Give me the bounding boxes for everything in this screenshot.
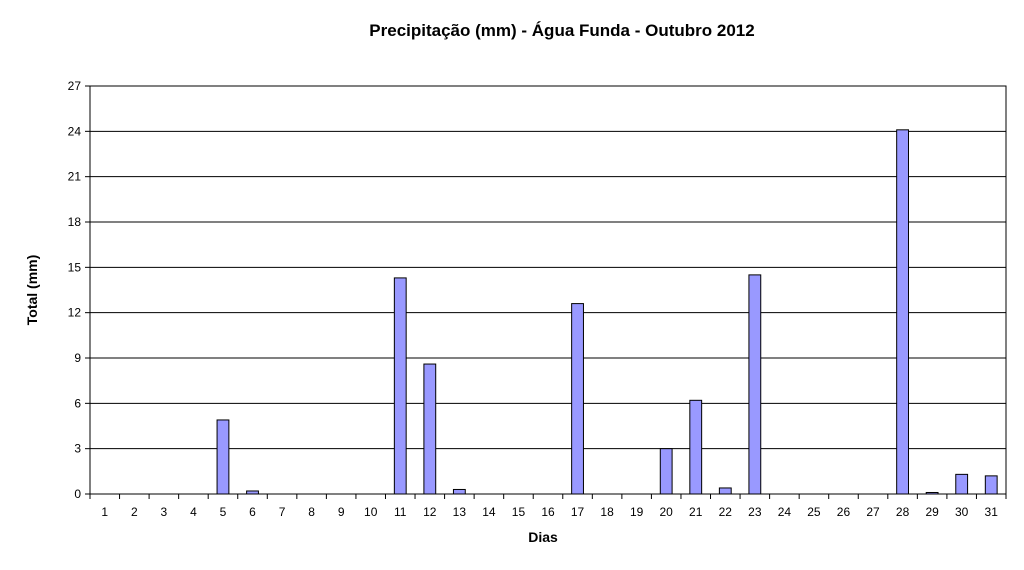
bar-day-28 (896, 129, 909, 495)
bars (216, 129, 998, 495)
x-tick-label: 31 (985, 505, 999, 519)
bar-day-17 (571, 303, 584, 495)
x-tick-label: 26 (837, 505, 851, 519)
gridlines (90, 85, 1006, 450)
bar-day-13 (452, 488, 466, 495)
x-tick-label: 24 (778, 505, 792, 519)
x-tick-label: 22 (719, 505, 733, 519)
x-tick-label: 17 (571, 505, 585, 519)
y-tick-label: 27 (68, 79, 82, 93)
bar-day-11 (393, 277, 407, 495)
bar-day-12 (423, 363, 437, 495)
y-tick-label: 0 (74, 487, 81, 501)
x-tick-label: 10 (364, 505, 378, 519)
x-axis-label: Dias (528, 529, 558, 545)
y-tick-label: 9 (74, 351, 81, 365)
x-tick-label: 3 (161, 505, 168, 519)
bar-day-21 (689, 399, 703, 495)
x-tick-label: 11 (394, 505, 407, 519)
x-tick-label: 1 (101, 505, 108, 519)
bar-day-22 (718, 487, 732, 495)
y-tick-label: 18 (68, 215, 82, 229)
x-tick-label: 30 (955, 505, 969, 519)
x-tick-label: 4 (190, 505, 197, 519)
y-axis-label: Total (mm) (24, 255, 40, 326)
bar-day-30 (955, 473, 969, 495)
x-tick-label: 27 (866, 505, 880, 519)
y-tick-label: 15 (68, 260, 82, 274)
x-tick-label: 18 (600, 505, 614, 519)
x-tick-label: 29 (925, 505, 939, 519)
x-tick-label: 14 (482, 505, 496, 519)
x-tick-label: 12 (423, 505, 437, 519)
x-tick-label: 13 (453, 505, 467, 519)
y-tick-labels: 0 3 6 9 12 15 18 21 24 27 (68, 79, 82, 501)
x-tick-label: 25 (807, 505, 821, 519)
x-tick-label: 9 (338, 505, 345, 519)
x-tick-label: 21 (689, 505, 703, 519)
y-tick-label: 21 (68, 170, 82, 184)
x-tick-label: 20 (660, 505, 674, 519)
x-tick-label: 8 (308, 505, 315, 519)
x-tick-labels: 1 2 3 4 5 6 7 8 9 10 11 12 13 14 15 16 17 18 19 20 21 22 23 24 2… (101, 505, 998, 519)
x-tick-label: 5 (220, 505, 227, 519)
y-tick-label: 24 (68, 124, 82, 138)
bar-day-31 (984, 475, 998, 495)
x-tick-label: 23 (748, 505, 762, 519)
bar-day-23 (748, 274, 762, 495)
x-tick-label: 15 (512, 505, 526, 519)
x-tick-label: 28 (896, 505, 910, 519)
x-tick-label: 6 (249, 505, 256, 519)
y-tick-label: 12 (68, 306, 82, 320)
bar-day-5 (216, 419, 230, 495)
x-tick-label: 19 (630, 505, 644, 519)
x-tick-label: 7 (279, 505, 286, 519)
x-tick-label: 16 (541, 505, 555, 519)
axes (85, 85, 1007, 499)
chart-title: Precipitação (mm) - Água Funda - Outubro… (369, 21, 754, 40)
y-tick-label: 3 (74, 442, 81, 456)
bar-day-20 (659, 448, 673, 495)
y-tick-label: 6 (74, 396, 81, 410)
x-tick-label: 2 (131, 505, 138, 519)
plot-area-border (89, 85, 1007, 495)
